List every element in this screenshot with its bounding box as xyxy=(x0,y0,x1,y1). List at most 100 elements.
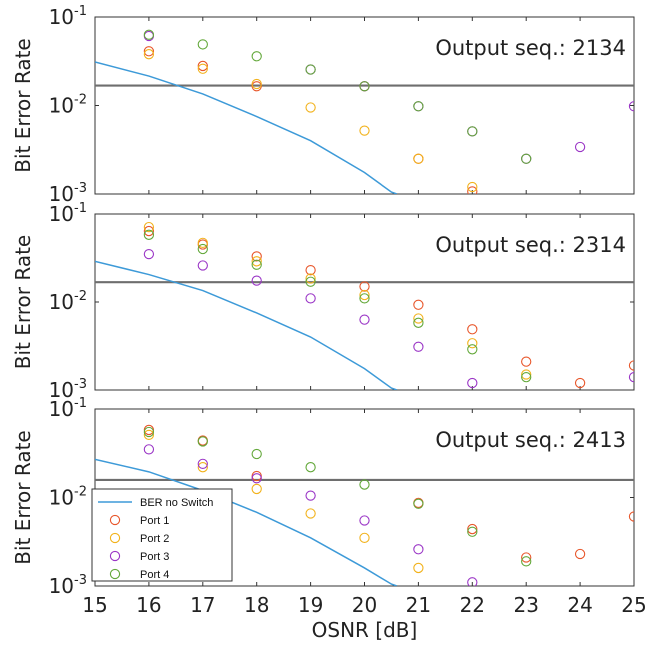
marker-port-2 xyxy=(143,221,155,233)
y-tick-label: 10-3 xyxy=(49,377,87,402)
marker-port-2 xyxy=(305,273,316,284)
y-tick-label: 10-1 xyxy=(49,396,87,421)
output-sequence-annotation: Output seq.: 2314 xyxy=(435,233,626,257)
marker-port-1 xyxy=(467,324,478,335)
x-tick-label: 25 xyxy=(621,593,646,617)
y-axis-label: Bit Error Rate xyxy=(11,430,35,564)
x-tick-label: 17 xyxy=(190,593,215,617)
ber-no-switch-line xyxy=(95,61,398,194)
marker-port-1 xyxy=(197,60,208,72)
ber-no-switch-line xyxy=(95,260,398,390)
marker-port-2 xyxy=(467,338,478,349)
marker-port-4 xyxy=(143,229,155,240)
y-tick-label: 10-1 xyxy=(49,4,87,29)
marker-port-2 xyxy=(197,63,208,74)
data-layer xyxy=(95,29,634,194)
data-layer xyxy=(95,221,634,390)
x-tick-label: 24 xyxy=(567,593,592,617)
marker-port-2 xyxy=(413,313,424,324)
marker-port-1 xyxy=(251,251,262,262)
marker-port-4 xyxy=(197,243,208,255)
legend-label: Port 1 xyxy=(140,515,169,527)
marker-port-2 xyxy=(359,289,370,301)
marker-port-3 xyxy=(359,515,370,526)
marker-port-3 xyxy=(628,101,634,112)
ber-no-switch-line xyxy=(95,458,398,586)
marker-port-1 xyxy=(467,523,478,535)
data-layer xyxy=(95,424,634,586)
legend-box xyxy=(91,488,233,582)
x-tick-label: 20 xyxy=(352,593,377,617)
marker-port-2 xyxy=(467,181,478,193)
panel-2: 10-3 10-2 10-1 Bit Error Rate Output seq.: 2… xyxy=(11,201,635,402)
marker-port-4 xyxy=(521,371,532,383)
marker-port-4 xyxy=(467,126,478,137)
y-tick-label: 10-3 xyxy=(49,573,87,598)
marker-port-1 xyxy=(467,186,478,194)
marker-port-4 xyxy=(143,426,155,438)
marker-port-3 xyxy=(197,458,208,470)
marker-port-2 xyxy=(197,237,208,249)
y-tick-label: 10-2 xyxy=(49,289,87,314)
marker-port-2 xyxy=(305,508,316,519)
marker-port-3 xyxy=(143,444,155,455)
marker-port-3 xyxy=(305,490,316,501)
y-axis-label: Bit Error Rate xyxy=(11,235,35,369)
marker-port-2 xyxy=(251,256,262,267)
marker-port-2 xyxy=(359,125,370,136)
marker-port-2 xyxy=(359,532,370,543)
marker-port-4 xyxy=(305,462,316,473)
marker-port-4 xyxy=(359,81,370,92)
marker-port-2 xyxy=(143,429,155,441)
marker-port-4 xyxy=(359,479,370,490)
marker-port-1 xyxy=(521,356,532,367)
marker-port-4 xyxy=(143,29,155,40)
marker-port-4 xyxy=(467,526,478,537)
marker-port-3 xyxy=(467,577,478,586)
marker-port-3 xyxy=(413,544,424,555)
legend-label: Port 2 xyxy=(140,533,169,545)
x-tick-label: 18 xyxy=(244,593,269,617)
legend-label: Port 4 xyxy=(140,569,169,581)
marker-port-2 xyxy=(413,153,424,164)
marker-port-4 xyxy=(251,259,262,270)
marker-port-3 xyxy=(467,377,478,389)
marker-port-1 xyxy=(143,225,155,237)
marker-port-4 xyxy=(305,276,316,287)
x-tick-label: 19 xyxy=(298,593,323,617)
y-tick-label: 10-3 xyxy=(49,181,87,206)
marker-port-1 xyxy=(574,377,586,389)
marker-port-4 xyxy=(521,153,532,164)
legend-marker-port-1 xyxy=(109,514,121,526)
x-axis-label: OSNR [dB] xyxy=(312,618,418,642)
legend-marker-port-3 xyxy=(109,550,121,562)
marker-port-3 xyxy=(305,293,316,304)
marker-port-2 xyxy=(251,78,262,90)
marker-port-4 xyxy=(521,556,532,567)
marker-port-3 xyxy=(628,371,634,383)
y-tick-label: 10-2 xyxy=(49,93,87,118)
panel-1: 10-3 10-2 10-1 Bit Error Rate Output seq.: 2… xyxy=(11,4,635,206)
marker-port-4 xyxy=(413,101,424,112)
panel-3: 10-3 10-2 10-1 Bit Error Rate Output seq.: 2… xyxy=(11,396,647,642)
marker-port-3 xyxy=(143,248,155,260)
marker-port-1 xyxy=(628,511,634,522)
marker-port-1 xyxy=(305,265,316,276)
marker-port-3 xyxy=(413,341,424,352)
marker-port-3 xyxy=(359,314,370,325)
marker-port-3 xyxy=(251,473,262,484)
marker-port-4 xyxy=(197,436,208,447)
x-tick-label: 22 xyxy=(460,593,485,617)
marker-port-3 xyxy=(251,275,262,286)
output-sequence-annotation: Output seq.: 2413 xyxy=(435,428,626,452)
marker-port-2 xyxy=(521,369,532,380)
y-tick-label: 10-1 xyxy=(49,201,87,226)
marker-port-4 xyxy=(359,293,370,304)
marker-port-4 xyxy=(251,51,262,62)
legend-marker-port-2 xyxy=(109,532,121,544)
marker-port-4 xyxy=(305,64,316,75)
marker-port-1 xyxy=(574,548,586,560)
marker-port-2 xyxy=(197,462,208,473)
marker-port-2 xyxy=(305,102,316,113)
